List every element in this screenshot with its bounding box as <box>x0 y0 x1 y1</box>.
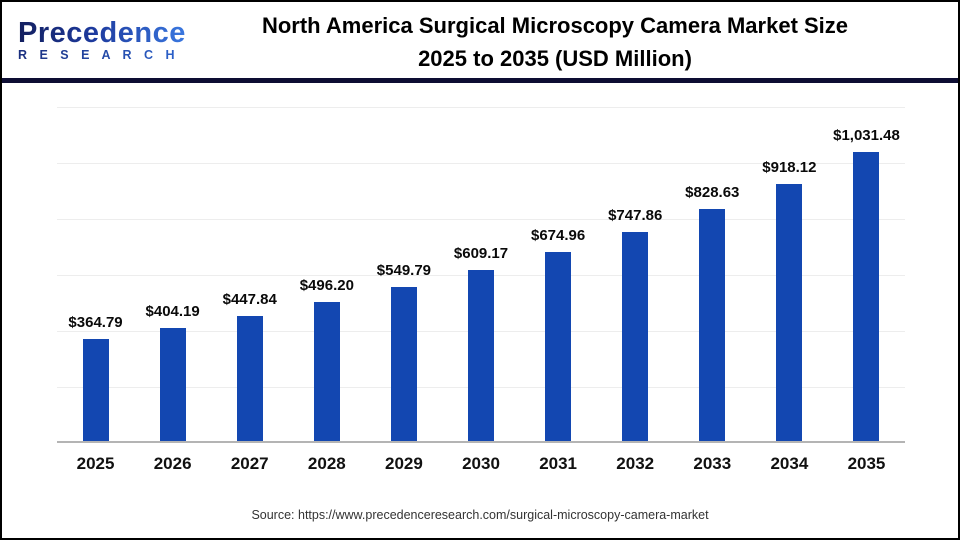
bar-value-label: $747.86 <box>608 206 663 224</box>
bar-slot: $549.79 <box>365 107 442 441</box>
plot-area: $364.79 $404.19 $447.84 $496.20 $549.79 $609.… <box>57 107 905 443</box>
bar-slot: $609.17 <box>442 107 519 441</box>
bar-2026 <box>159 327 186 441</box>
bar-slot: $496.20 <box>288 107 365 441</box>
bar-slot: $918.12 <box>751 107 828 441</box>
bar-value-label: $828.63 <box>685 183 740 201</box>
x-axis-label-2030: 2030 <box>462 454 500 473</box>
bar-2025 <box>82 338 109 441</box>
bar-value-label: $609.17 <box>453 245 509 263</box>
bar-slot: $828.63 <box>674 107 751 441</box>
chart-title: North America Surgical Microscopy Camera… <box>207 5 903 75</box>
bar-slot: $674.96 <box>520 107 597 441</box>
chart-title-line-2: 2025 to 2035 (USD Million) <box>418 46 692 71</box>
logo-subtitle: R E S E A R C H <box>18 49 207 62</box>
bar-value-label: $364.79 <box>68 313 123 331</box>
bar-value-label: $1,031.48 <box>833 127 900 145</box>
header-divider <box>2 78 958 83</box>
bar-2030 <box>468 270 495 441</box>
logo-wordmark: Precedence <box>18 16 186 49</box>
bar-2032 <box>622 231 649 441</box>
bar-value-label: $549.79 <box>376 262 432 280</box>
x-axis-label-2033: 2033 <box>693 454 732 473</box>
precedence-logo: Precedence R E S E A R C H <box>2 16 207 62</box>
bar-2027 <box>236 315 263 441</box>
x-axis-label-2025: 2025 <box>76 454 115 473</box>
gridline <box>57 163 905 164</box>
x-axis-label-2034: 2034 <box>770 454 809 473</box>
gridline <box>57 219 905 220</box>
bar-2033 <box>699 208 726 441</box>
x-axis-label-2032: 2032 <box>616 454 655 473</box>
bar-2031 <box>545 252 572 441</box>
source-text: Source: https://www.precedenceresearch.c… <box>251 508 709 522</box>
bar-slot: $1,031.48 <box>828 107 905 441</box>
chart-title-line-1: North America Surgical Microscopy Camera… <box>261 13 849 38</box>
bar-2029 <box>390 287 417 441</box>
x-axis-label-2028: 2028 <box>307 454 346 473</box>
bar-2035 <box>853 152 880 441</box>
header: Precedence R E S E A R C H North America… <box>2 2 958 78</box>
bar-value-label: $674.96 <box>530 227 586 245</box>
bar-value-label: $496.20 <box>299 277 354 295</box>
bar-value-label: $404.19 <box>145 302 200 320</box>
gridline <box>57 107 905 108</box>
bar-2034 <box>776 183 803 441</box>
bar-slot: $447.84 <box>211 107 288 441</box>
x-axis-label-2029: 2029 <box>385 454 423 473</box>
bars-container: $364.79 $404.19 $447.84 $496.20 $549.79 $609.… <box>57 107 905 441</box>
bar-value-label: $918.12 <box>762 158 817 176</box>
x-axis-label-2031: 2031 <box>539 454 578 473</box>
bar-slot: $404.19 <box>134 107 211 441</box>
bar-slot: $364.79 <box>57 107 134 441</box>
bar-value-label: $447.84 <box>222 290 277 308</box>
bar-slot: $747.86 <box>597 107 674 441</box>
x-axis-label-2027: 2027 <box>230 454 269 473</box>
x-axis-label-2035: 2035 <box>847 454 886 473</box>
bar-2028 <box>313 302 340 441</box>
x-axis: 2025 2026 2027 2028 2029 2030 2031 2032 2033 2034… <box>57 454 905 474</box>
x-axis-label-2026: 2026 <box>153 454 192 473</box>
